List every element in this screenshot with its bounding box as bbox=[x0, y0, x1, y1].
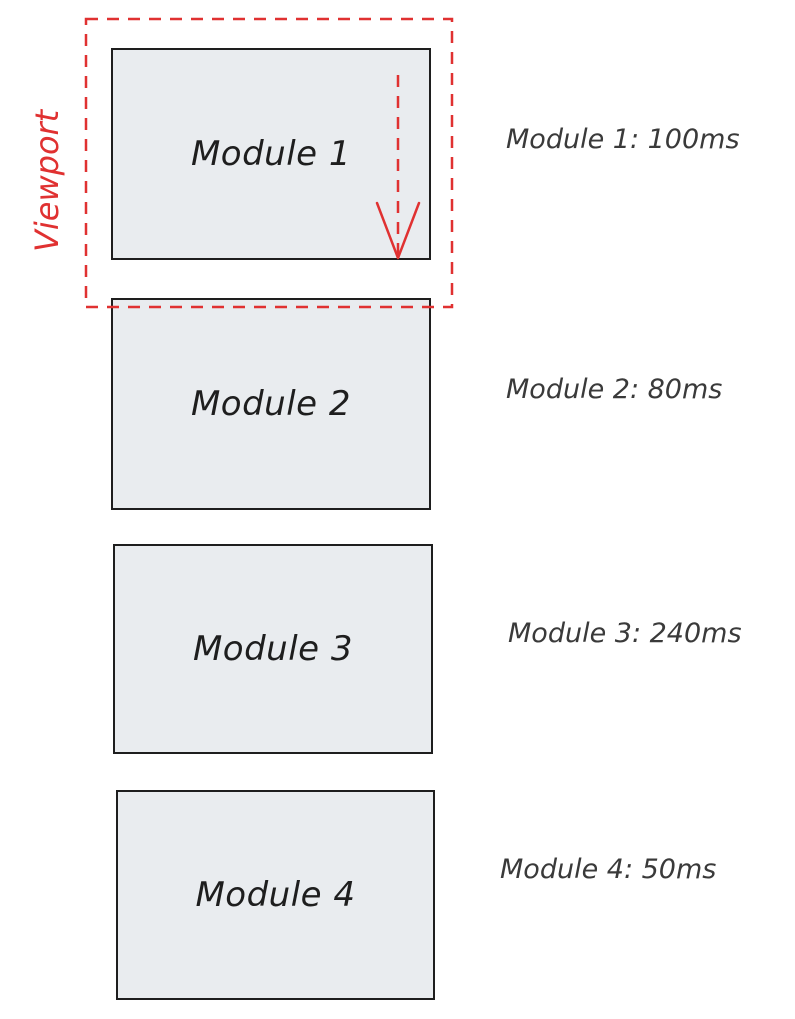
module-4-timing: Module 4: 50ms bbox=[500, 854, 717, 885]
viewport-label: Viewport bbox=[28, 108, 66, 252]
module-4-label: Module 4 bbox=[195, 875, 356, 915]
module-3-timing: Module 3: 240ms bbox=[508, 618, 742, 649]
module-2-timing: Module 2: 80ms bbox=[506, 374, 723, 405]
module-3-label: Module 3 bbox=[192, 629, 354, 669]
module-2-label: Module 2 bbox=[190, 384, 352, 424]
module-1-box: Module 1 bbox=[111, 48, 431, 260]
module-1-label: Module 1 bbox=[190, 134, 352, 174]
module-3-box: Module 3 bbox=[113, 544, 433, 754]
module-4-box: Module 4 bbox=[116, 790, 435, 1000]
module-1-timing: Module 1: 100ms bbox=[506, 124, 740, 155]
module-2-box: Module 2 bbox=[111, 298, 431, 510]
